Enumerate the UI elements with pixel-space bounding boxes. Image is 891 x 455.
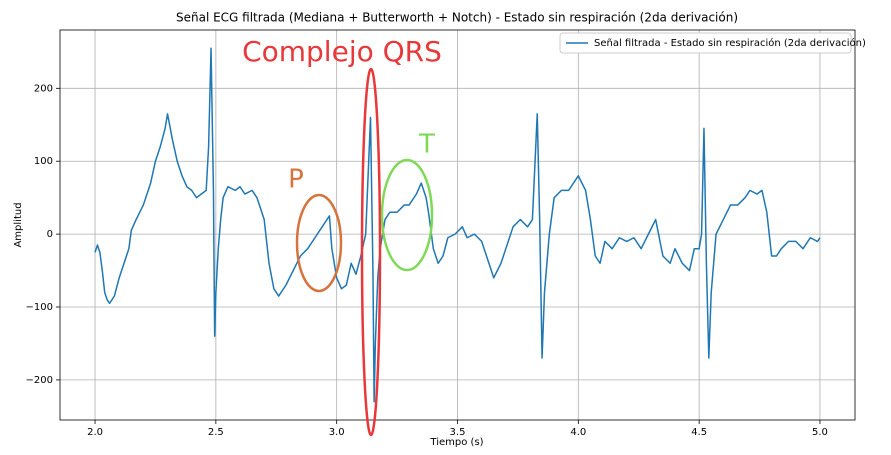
y-tick-label: 0 — [47, 229, 53, 240]
chart-title: Señal ECG filtrada (Mediana + Butterwort… — [176, 11, 738, 25]
axes-frame — [59, 29, 856, 421]
data-line — [94, 47, 821, 403]
x-tick-label: 3.5 — [450, 427, 466, 438]
legend: Señal filtrada - Estado sin respiración … — [559, 32, 866, 54]
y-tick-label: 100 — [34, 156, 53, 167]
annotation-ellipse — [380, 158, 434, 272]
x-tick-label: 5.0 — [812, 427, 828, 438]
y-tick-label: −200 — [26, 375, 53, 386]
x-tick-label: 2.0 — [87, 427, 103, 438]
annotation-text: T — [418, 130, 435, 160]
x-axis-label: Tiempo (s) — [429, 437, 483, 448]
y-axis-label: Amplitud — [13, 202, 24, 247]
x-tick-label: 3.0 — [329, 427, 345, 438]
annotation-ellipse — [295, 193, 343, 293]
y-tick-label: −100 — [26, 302, 53, 313]
annotation-text: P — [288, 165, 304, 195]
annotation-text: Complejo QRS — [242, 35, 442, 68]
x-tick-label: 4.0 — [570, 427, 586, 438]
y-tick-label: 200 — [34, 83, 53, 94]
x-tick-label: 4.5 — [691, 427, 707, 438]
legend-box — [559, 32, 852, 54]
plot-area: 2.0 2.5 3.0 3.5 4.0 4.5 5.0 −200 −100 0 100 200 — [26, 30, 855, 438]
x-tick-label: 2.5 — [208, 427, 224, 438]
legend-entry: Señal filtrada - Estado sin respiración … — [594, 37, 866, 49]
annotation-ellipse — [360, 67, 382, 437]
annotations: Complejo QRS P T — [242, 35, 442, 437]
